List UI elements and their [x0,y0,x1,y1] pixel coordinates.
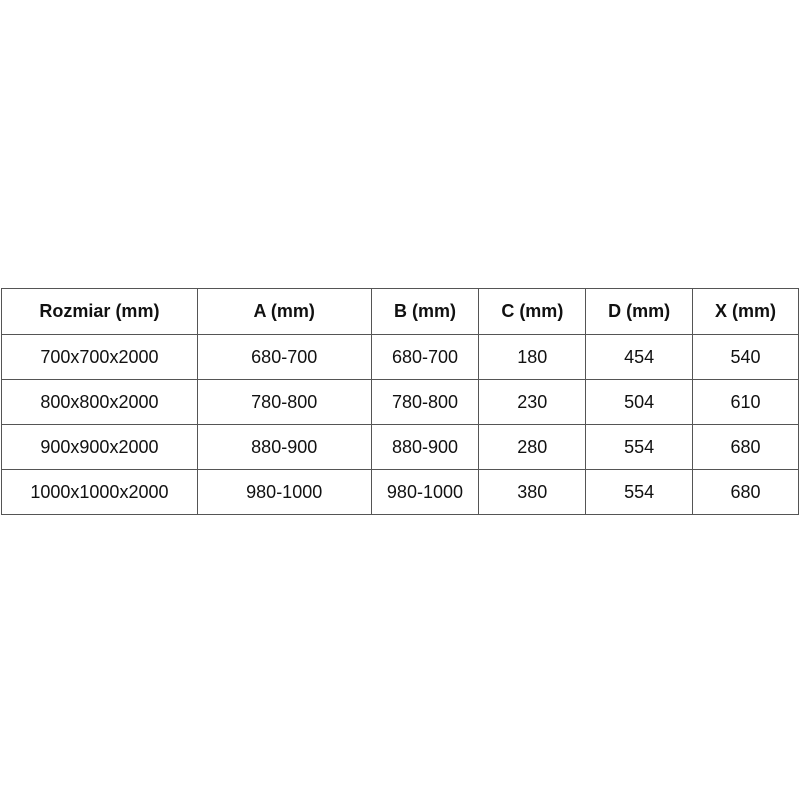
cell-b: 980-1000 [370,469,480,515]
header-row: Rozmiar (mm) A (mm) B (mm) C (mm) D (mm)… [1,288,799,335]
cell-size: 800x800x2000 [1,379,198,425]
header-d: D (mm) [585,288,694,335]
cell-a: 880-900 [196,424,372,470]
header-c: C (mm) [478,288,587,335]
cell-c: 280 [478,424,587,470]
header-a: A (mm) [196,288,372,335]
cell-x: 610 [692,379,799,425]
cell-size: 1000x1000x2000 [1,469,198,515]
header-size: Rozmiar (mm) [1,288,198,335]
cell-c: 230 [478,379,587,425]
table-row: 900x900x2000 880-900 880-900 280 554 680 [1,424,799,470]
cell-b: 680-700 [370,334,480,380]
cell-a: 980-1000 [196,469,372,515]
cell-x: 540 [692,334,799,380]
dimensions-table: Rozmiar (mm) A (mm) B (mm) C (mm) D (mm)… [1,288,799,515]
cell-a: 680-700 [196,334,372,380]
header-x: X (mm) [692,288,799,335]
cell-b: 880-900 [370,424,480,470]
cell-size: 700x700x2000 [1,334,198,380]
table-row: 1000x1000x2000 980-1000 980-1000 380 554 680 [1,469,799,515]
cell-d: 504 [585,379,694,425]
cell-d: 454 [585,334,694,380]
table-row: 700x700x2000 680-700 680-700 180 454 540 [1,334,799,380]
cell-a: 780-800 [196,379,372,425]
cell-x: 680 [692,469,799,515]
cell-c: 180 [478,334,587,380]
cell-b: 780-800 [370,379,480,425]
cell-c: 380 [478,469,587,515]
cell-d: 554 [585,469,694,515]
cell-x: 680 [692,424,799,470]
cell-d: 554 [585,424,694,470]
table-row: 800x800x2000 780-800 780-800 230 504 610 [1,379,799,425]
header-b: B (mm) [370,288,480,335]
cell-size: 900x900x2000 [1,424,198,470]
